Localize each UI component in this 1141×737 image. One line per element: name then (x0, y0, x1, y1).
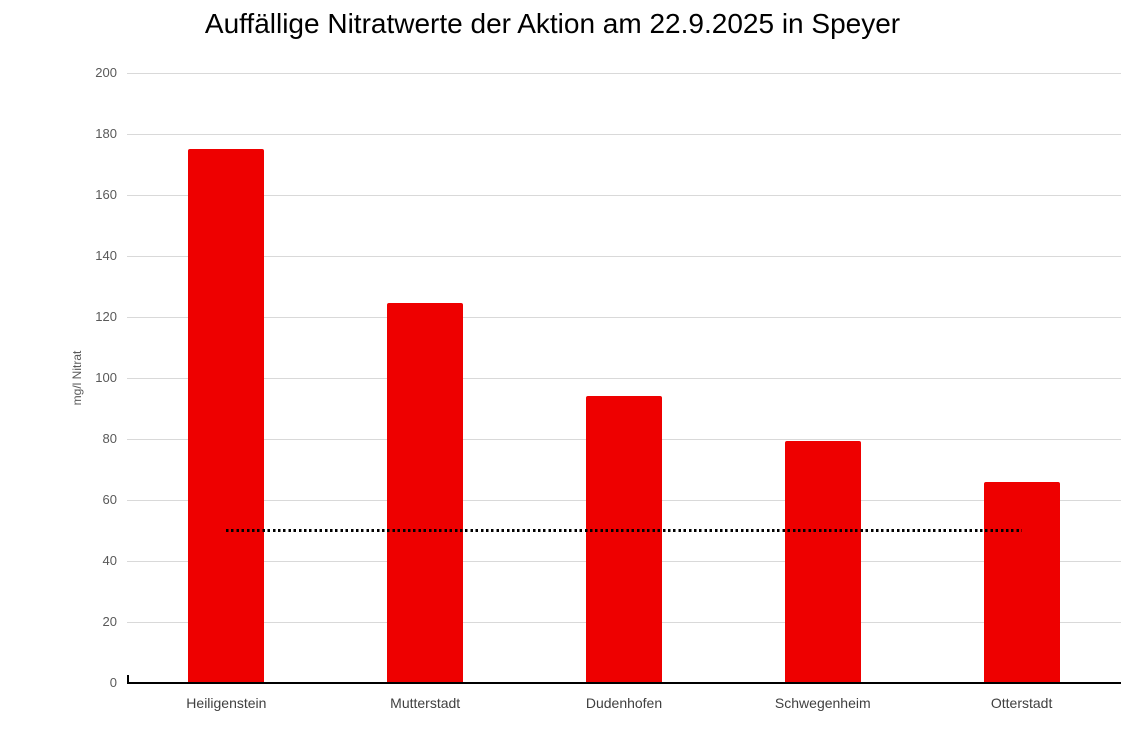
x-axis-tick (127, 675, 129, 683)
x-category-label: Schwegenheim (774, 695, 871, 711)
x-category-label: Otterstadt (990, 695, 1053, 711)
y-tick-label: 120 (95, 309, 117, 324)
y-tick-label: 200 (95, 65, 117, 80)
gridline (127, 133, 1121, 135)
gridline (127, 72, 1121, 74)
plot-area (127, 72, 1121, 684)
y-tick-label: 40 (102, 553, 117, 568)
gridline (127, 316, 1121, 318)
bar-heiligenstein (188, 149, 265, 683)
y-tick-label: 60 (102, 492, 117, 507)
x-category-label: Heiligenstein (186, 695, 267, 711)
y-tick-label: 100 (95, 370, 117, 385)
x-axis-line (127, 682, 1121, 684)
bar-dudenhofen (586, 396, 662, 683)
y-tick-label: 180 (95, 126, 117, 141)
bar-otterstadt (983, 481, 1060, 683)
gridline (127, 377, 1121, 379)
y-tick-label: 80 (102, 431, 117, 446)
y-tick-label: 140 (95, 248, 117, 263)
x-category-label: Mutterstadt (390, 695, 461, 711)
limit-line-dotted (226, 529, 1022, 532)
gridline (127, 255, 1121, 257)
y-tick-label: 20 (102, 614, 117, 629)
bar-mutterstadt (387, 303, 464, 683)
bar-schwegenheim (784, 440, 861, 683)
gridline (127, 194, 1121, 196)
y-tick-label: 0 (109, 675, 117, 690)
x-category-label: Dudenhofen (585, 695, 663, 711)
chart-title: Auffällige Nitratwerte der Aktion am 22.… (204, 8, 901, 39)
y-tick-label: 160 (95, 187, 117, 202)
